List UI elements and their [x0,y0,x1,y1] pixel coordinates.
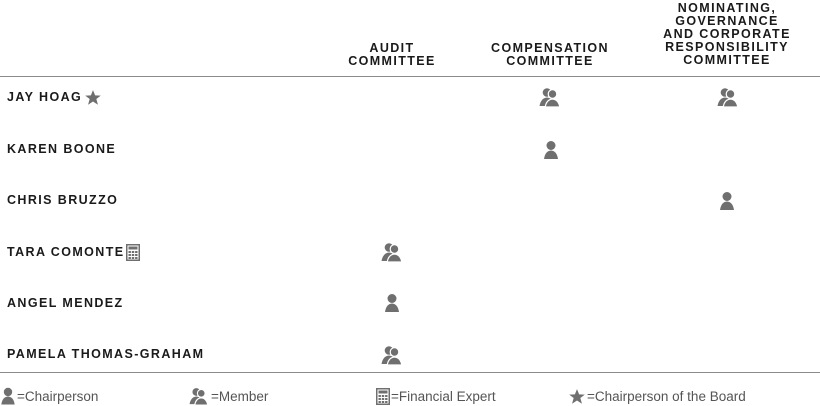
chairperson-icon [544,141,558,159]
member-icon [717,88,739,107]
member-name-pamela-thomas-graham: PAMELA THOMAS-GRAHAM [7,347,205,361]
member-name-chris-bruzzo: CHRIS BRUZZO [7,193,119,207]
star-icon [85,89,101,105]
legend-board-chair: =Chairperson of the Board [568,386,746,406]
chairperson-icon [385,294,399,312]
star-icon [569,388,585,404]
calculator-icon [376,387,390,405]
member-icon [381,243,403,262]
column-header-audit: AUDIT COMMITTEE [348,41,436,68]
member-icon [381,346,403,365]
legend-chairperson: =Chairperson [0,386,98,406]
column-header-compensation: COMPENSATION COMMITTEE [491,41,609,68]
chairperson-icon [1,387,15,405]
member-name-jay-hoag: JAY HOAG [7,88,102,106]
member-name-tara-comonte: TARA COMONTE [7,243,141,261]
column-header-nominating: NOMINATING, GOVERNANCE AND CORPORATE RES… [663,1,791,67]
member-name-angel-mendez: ANGEL MENDEZ [7,296,124,310]
legend-divider [0,372,820,373]
member-icon [189,388,209,405]
legend-member: =Member [188,386,268,406]
legend-financial-expert: =Financial Expert [376,386,496,406]
header-divider [0,76,820,77]
calculator-icon [126,243,141,261]
member-name-karen-boone: KAREN BOONE [7,142,117,156]
chairperson-icon [720,192,734,210]
member-icon [539,88,561,107]
